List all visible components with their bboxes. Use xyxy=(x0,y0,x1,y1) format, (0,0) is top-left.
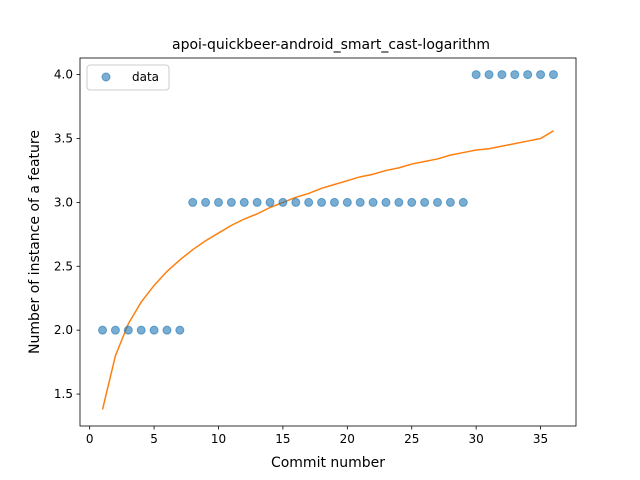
data-point xyxy=(123,325,133,335)
data-point xyxy=(523,70,533,80)
x-tick-label: 0 xyxy=(86,432,94,446)
data-point xyxy=(433,197,443,207)
data-point xyxy=(265,197,275,207)
y-axis: 1.5 2.0 2.5 3.0 3.5 4.0 xyxy=(54,68,80,401)
data-point xyxy=(458,197,468,207)
legend-box xyxy=(86,64,170,91)
y-tick-label: 3.5 xyxy=(54,132,73,146)
data-point xyxy=(162,325,172,335)
x-tick-label: 20 xyxy=(340,432,355,446)
data-point xyxy=(329,197,339,207)
data-point xyxy=(317,197,327,207)
plot-area xyxy=(79,57,577,427)
data-point xyxy=(213,197,223,207)
data-point xyxy=(201,197,211,207)
y-tick-label: 2.0 xyxy=(54,323,73,337)
data-point xyxy=(355,197,365,207)
data-point xyxy=(226,197,236,207)
data-point xyxy=(497,70,507,80)
data-point xyxy=(368,197,378,207)
data-point xyxy=(407,197,417,207)
x-tick-label: 15 xyxy=(275,432,290,446)
x-tick-label: 35 xyxy=(533,432,548,446)
data-point xyxy=(136,325,146,335)
legend-label: data xyxy=(132,70,159,84)
x-tick-label: 25 xyxy=(404,432,419,446)
data-point xyxy=(342,197,352,207)
data-point xyxy=(110,325,120,335)
data-point xyxy=(278,197,288,207)
data-point xyxy=(394,197,404,207)
data-point xyxy=(381,197,391,207)
data-point xyxy=(510,70,520,80)
data-point xyxy=(471,70,481,80)
y-tick-label: 1.5 xyxy=(54,387,73,401)
x-tick-label: 5 xyxy=(150,432,158,446)
y-axis-label: Number of instance of a feature xyxy=(27,130,43,354)
data-point xyxy=(98,325,108,335)
data-point xyxy=(536,70,546,80)
data-point xyxy=(188,197,198,207)
y-tick-label: 4.0 xyxy=(54,68,73,82)
plot-frame xyxy=(79,57,577,427)
data-point xyxy=(304,197,314,207)
data-point xyxy=(239,197,249,207)
plot-background xyxy=(80,58,576,426)
x-tick-label: 30 xyxy=(469,432,484,446)
x-axis-label: Commit number xyxy=(271,455,385,471)
fit-line xyxy=(101,130,554,410)
data-point xyxy=(420,197,430,207)
data-point xyxy=(175,325,185,335)
x-axis: 0 5 10 15 20 25 30 35 xyxy=(86,426,548,446)
legend: data xyxy=(86,64,170,91)
data-point xyxy=(548,70,558,80)
chart-title: apoi-quickbeer-android_smart_cast-logari… xyxy=(172,37,490,53)
y-tick-label: 3.0 xyxy=(54,195,73,209)
data-point xyxy=(484,70,494,80)
legend-marker xyxy=(101,72,111,82)
data-point xyxy=(252,197,262,207)
data-point xyxy=(149,325,159,335)
y-tick-label: 2.5 xyxy=(54,259,73,273)
x-tick-label: 10 xyxy=(211,432,226,446)
data-point xyxy=(291,197,301,207)
data-point xyxy=(445,197,455,207)
